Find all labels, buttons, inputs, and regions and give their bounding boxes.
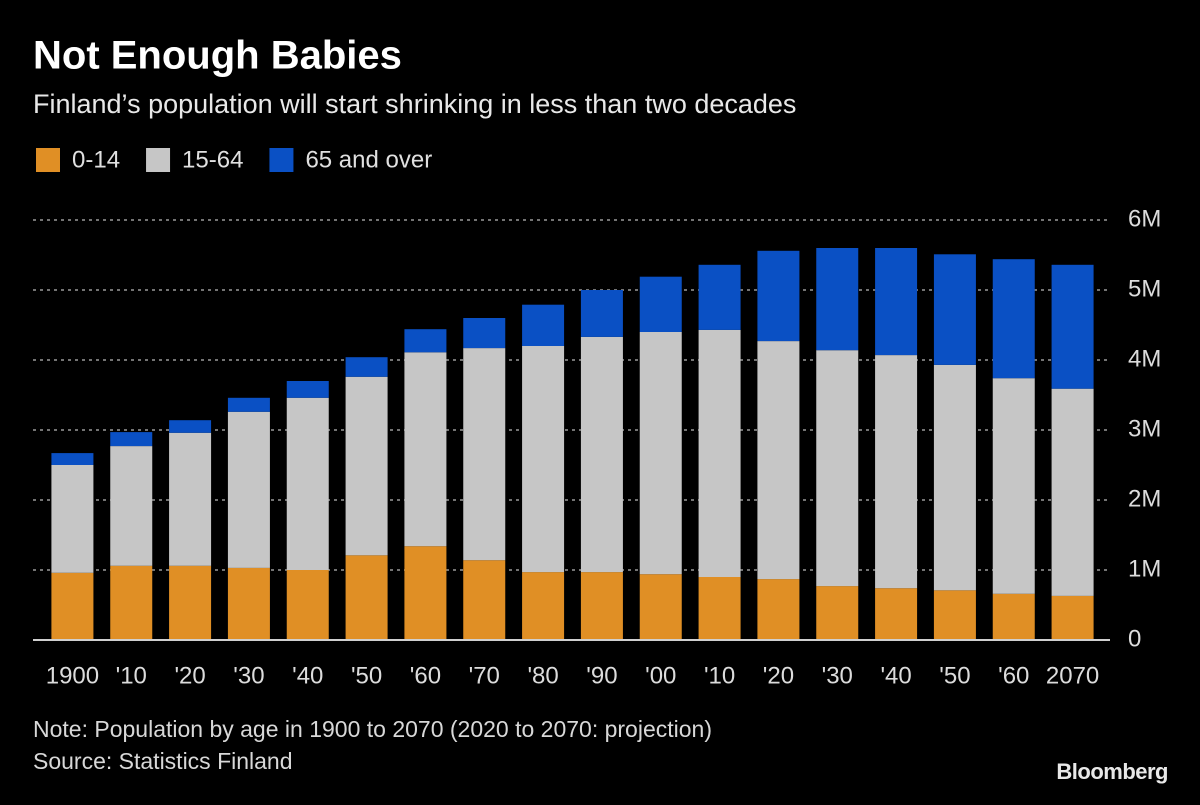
bar-segment [933,254,976,365]
bar-segment [404,329,447,353]
legend-label: 65 and over [305,146,432,173]
bar-segment [404,352,447,547]
bar-segment [933,364,976,591]
bar-segment [227,397,270,412]
source: Source: Statistics Finland [33,748,293,774]
logo: Bloomberg [1056,759,1168,784]
chart-subtitle: Finland’s population will start shrinkin… [33,89,796,119]
bar-segment [51,453,94,465]
bar-segment [875,248,918,356]
bar-segment [110,565,153,640]
x-tick-label: '30 [233,662,264,689]
bar-segment [992,378,1035,594]
bar-segment [875,588,918,640]
bar-segment [875,355,918,589]
legend-label: 15-64 [182,146,243,173]
note: Note: Population by age in 1900 to 2070 … [33,716,712,742]
bar-segment [992,259,1035,379]
bar-segment [757,250,800,342]
bar-segment [51,465,94,573]
x-tick-label: '50 [939,662,970,689]
bar-segment [110,432,153,447]
bar-segment [1051,388,1094,596]
x-tick-label: 1900 [46,662,99,689]
x-tick-label: '30 [822,662,853,689]
bar-segment [1051,595,1094,640]
bar-segment [698,264,741,330]
bar-segment [463,348,506,561]
bar-segment [580,572,623,640]
x-tick-label: '40 [292,662,323,689]
y-tick-label: 5M [1128,275,1161,302]
x-tick-label: '80 [527,662,558,689]
bar-segment [580,290,623,337]
bar-segment [992,593,1035,640]
x-tick-label: '60 [410,662,441,689]
bar-segment [522,346,565,573]
bar-segment [639,276,682,332]
bar-segment [345,357,388,377]
y-tick-label: 4M [1128,345,1161,372]
x-tick-label: '10 [116,662,147,689]
bar-segment [816,350,859,587]
bar-segment [639,574,682,640]
bar-segment [404,546,447,640]
bar-segment [286,397,329,570]
bar-segment [522,572,565,640]
legend-swatch [146,148,171,172]
y-tick-label: 0 [1128,625,1141,652]
legend-swatch [36,148,60,172]
bar-segment [345,555,388,640]
y-tick-label: 6M [1128,205,1161,232]
x-tick-label: '60 [998,662,1029,689]
chart-title: Not Enough Babies [33,34,402,78]
bar-segment [286,381,329,398]
bar-segment [580,336,623,573]
x-tick-label: '90 [586,662,617,689]
bar-segment [757,579,800,640]
y-tick-label: 1M [1128,555,1161,582]
bar-segment [639,332,682,575]
x-tick-label: '20 [763,662,794,689]
legend-swatch [269,148,294,172]
bar-segment [169,565,212,640]
x-tick-label: '00 [645,662,676,689]
bar-segment [522,304,565,346]
x-tick-label: '10 [704,662,735,689]
bar-segment [816,586,859,640]
bar-segment [286,570,329,640]
bar-segment [345,376,388,556]
bar-segment [757,341,800,580]
bar-segment [1051,264,1094,389]
bar-segment [698,577,741,640]
bar-segment [169,432,212,566]
bar-segment [110,446,153,566]
bar-segment [463,560,506,640]
x-tick-label: '40 [880,662,911,689]
x-tick-label: '20 [174,662,205,689]
bar-segment [51,572,94,640]
x-tick-label: '50 [351,662,382,689]
bar-segment [698,329,741,577]
bar-segment [933,590,976,640]
y-tick-label: 2M [1128,485,1161,512]
x-tick-label: 2070 [1046,662,1099,689]
x-tick-label: '70 [469,662,500,689]
y-tick-label: 3M [1128,415,1161,442]
bar-segment [227,567,270,640]
bar-segment [169,420,212,433]
bar-segment [463,318,506,349]
legend-label: 0-14 [72,146,120,173]
bar-segment [227,411,270,568]
bar-segment [816,248,859,351]
